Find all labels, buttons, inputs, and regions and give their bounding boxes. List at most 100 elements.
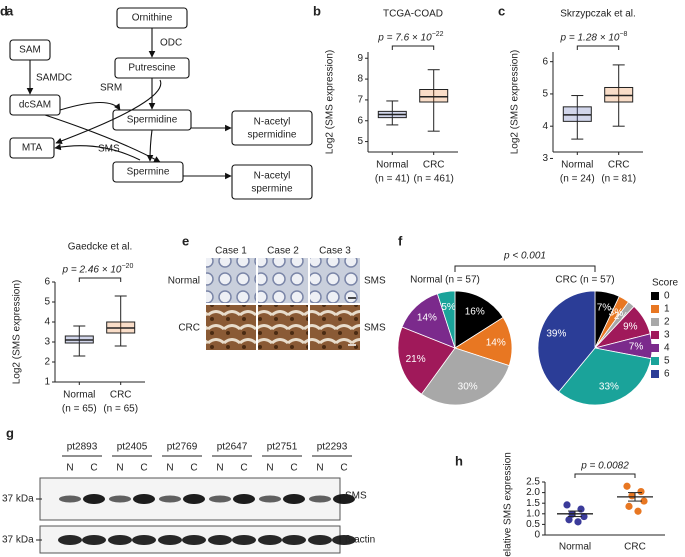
node-label: spermidine (248, 130, 297, 141)
lane-label: N (216, 463, 223, 474)
lane-label: C (190, 463, 197, 474)
slice-label: 7% (597, 303, 612, 314)
sample-label: pt2893 (67, 442, 98, 453)
band (158, 535, 182, 545)
node (231, 164, 313, 200)
legend-label: 4 (664, 343, 670, 354)
lane-label: N (166, 463, 173, 474)
pie-slice (454, 290, 504, 349)
lane-label: C (290, 463, 297, 474)
band (133, 494, 155, 504)
legend-swatch (651, 331, 659, 339)
y-tick-label: 5 (357, 136, 363, 147)
y-tick-label: 1 (44, 377, 50, 388)
x-tick-label: CRC (608, 160, 630, 171)
bracket (454, 265, 596, 272)
band (183, 494, 205, 504)
node-label: N-acetyl (254, 117, 291, 128)
point (565, 516, 573, 524)
band (59, 495, 81, 503)
node (9, 137, 55, 159)
chart-title: Gaedcke et al. (68, 242, 132, 253)
y-tick-label: 3 (542, 153, 548, 164)
pie-slice (436, 290, 456, 349)
band (233, 494, 255, 504)
node-label: Putrescine (128, 63, 176, 74)
arrow (54, 143, 141, 161)
y-tick-label: 6 (357, 115, 363, 126)
case-label: Case 3 (319, 246, 351, 257)
point (563, 501, 571, 509)
legend-swatch (651, 292, 659, 300)
node (9, 94, 61, 116)
panel-label: d (0, 3, 8, 18)
n-label: (n = 461) (414, 174, 454, 185)
band (108, 535, 132, 545)
band (132, 535, 156, 545)
band (283, 494, 305, 504)
chart-title: Skrzypczak et al. (560, 9, 636, 20)
size-marker: 37 kDa (2, 494, 34, 505)
point (640, 497, 648, 505)
lane-label: N (266, 463, 273, 474)
p-value: p = 7.6 × 10 (377, 33, 432, 44)
pie-slice (537, 290, 596, 393)
sample-label: pt2293 (317, 442, 348, 453)
slice-label: 39% (546, 329, 566, 340)
panel-label: f (398, 233, 403, 248)
pie-slice (558, 347, 652, 406)
lane-label: C (240, 463, 247, 474)
point (628, 492, 636, 500)
band (82, 535, 106, 545)
x-tick-label: CRC (110, 390, 132, 401)
y-tick-label: 4 (542, 121, 548, 132)
sample-label: pt2751 (267, 442, 298, 453)
legend-label: 6 (664, 369, 670, 380)
p-exponent: −8 (619, 31, 627, 38)
y-tick-label: 4 (44, 317, 50, 328)
x-tick-label: Normal (376, 160, 408, 171)
sample-label: pt2405 (117, 442, 148, 453)
node-label: dcSAM (19, 100, 51, 111)
node-label: N-acetyl (254, 171, 291, 182)
row-label: Normal (168, 276, 200, 287)
sample-label: pt2769 (167, 442, 198, 453)
x-tick-label: Normal (561, 160, 593, 171)
box (419, 89, 449, 103)
y-axis-label: Log2 (SMS expression) (510, 50, 521, 155)
y-tick-label: 8 (357, 74, 363, 85)
x-tick-label: CRC (423, 160, 445, 171)
panel-label: c (498, 3, 505, 18)
arrow (146, 129, 154, 162)
pie-slice (397, 326, 456, 395)
n-label: (n = 65) (62, 404, 97, 415)
y-tick-label: 5 (542, 89, 548, 100)
y-tick-label: 0.5 (526, 519, 540, 530)
y-tick-label: 6 (542, 56, 548, 67)
slice-label: 16% (465, 307, 485, 318)
lane-label: C (140, 463, 147, 474)
legend-swatch (651, 370, 659, 378)
band (332, 535, 356, 545)
legend-label: 0 (664, 291, 670, 302)
y-axis-label: Log2 (SMS expression) (12, 280, 23, 385)
legend-label: 2 (664, 317, 670, 328)
slice-label: 14% (417, 313, 437, 324)
node-label: MTA (22, 143, 43, 154)
pathway-diagram: a Ornithine Putrescine SAM dcSAM Spermid… (6, 3, 313, 200)
panel-label: h (455, 453, 463, 468)
y-tick-label: 1.5 (526, 498, 540, 509)
node-label: spermine (251, 184, 293, 195)
x-tick-label: Normal (559, 542, 591, 553)
sample-label: pt2647 (217, 442, 248, 453)
bracket (78, 277, 122, 282)
node (112, 161, 184, 183)
slice-label: 3% (609, 307, 624, 318)
ihc-image (258, 258, 308, 303)
slice-label: 7% (629, 341, 644, 352)
ihc-image (258, 305, 308, 350)
band (109, 495, 131, 503)
band (259, 495, 281, 503)
chart-title: TCGA-COAD (383, 9, 443, 20)
